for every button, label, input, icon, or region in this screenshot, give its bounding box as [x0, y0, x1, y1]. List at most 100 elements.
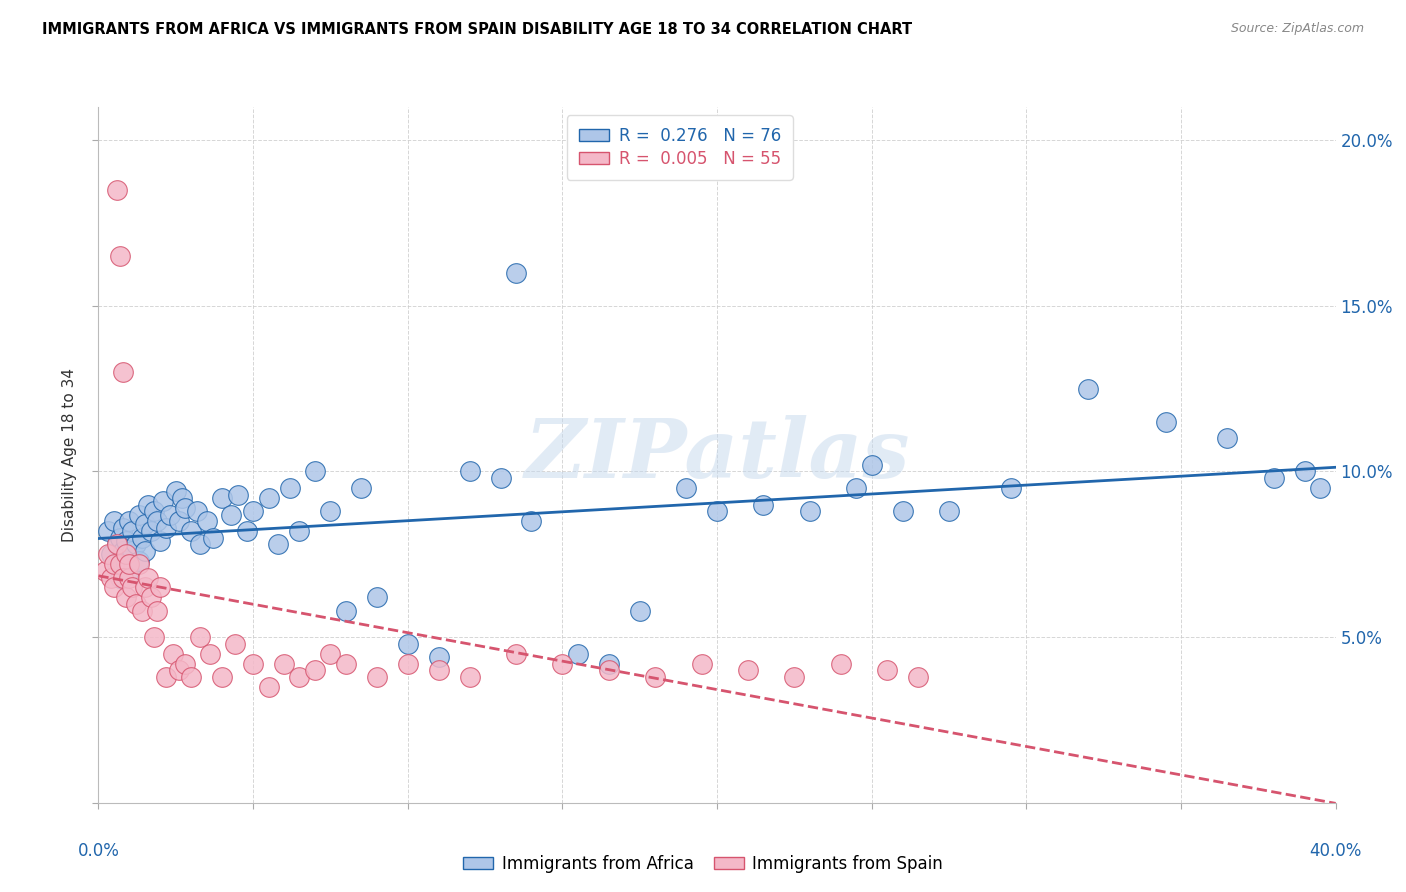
Point — [706, 504, 728, 518]
Point — [304, 465, 326, 479]
Point — [121, 581, 143, 595]
Point — [860, 458, 883, 472]
Point — [304, 663, 326, 677]
Point — [124, 597, 146, 611]
Point — [567, 647, 589, 661]
Point — [103, 558, 125, 572]
Point — [628, 604, 651, 618]
Point — [180, 670, 202, 684]
Point — [118, 558, 141, 572]
Point — [93, 564, 115, 578]
Point — [1000, 481, 1022, 495]
Point — [224, 637, 246, 651]
Point — [159, 508, 181, 522]
Point — [167, 663, 190, 677]
Point — [938, 504, 960, 518]
Point — [174, 657, 197, 671]
Point — [134, 581, 156, 595]
Point — [598, 657, 620, 671]
Point — [115, 534, 138, 549]
Point — [131, 604, 153, 618]
Point — [190, 537, 212, 551]
Point — [505, 266, 527, 280]
Point — [143, 504, 166, 518]
Point — [195, 514, 218, 528]
Point — [288, 524, 311, 538]
Point — [891, 504, 914, 518]
Point — [644, 670, 666, 684]
Point — [1216, 431, 1239, 445]
Point — [131, 531, 153, 545]
Point — [121, 544, 143, 558]
Point — [112, 544, 135, 558]
Point — [149, 534, 172, 549]
Point — [136, 570, 159, 584]
Point — [165, 484, 187, 499]
Point — [100, 570, 122, 584]
Point — [174, 500, 197, 515]
Point — [186, 504, 208, 518]
Point — [335, 604, 357, 618]
Point — [690, 657, 713, 671]
Point — [278, 481, 301, 495]
Point — [134, 544, 156, 558]
Point — [112, 570, 135, 584]
Text: Source: ZipAtlas.com: Source: ZipAtlas.com — [1230, 22, 1364, 36]
Point — [236, 524, 259, 538]
Point — [211, 491, 233, 505]
Text: 40.0%: 40.0% — [1309, 842, 1362, 860]
Point — [396, 657, 419, 671]
Point — [121, 524, 143, 538]
Point — [675, 481, 697, 495]
Point — [211, 670, 233, 684]
Point — [845, 481, 868, 495]
Point — [458, 465, 481, 479]
Point — [103, 514, 125, 528]
Point — [139, 524, 162, 538]
Point — [136, 498, 159, 512]
Point — [907, 670, 929, 684]
Point — [105, 537, 128, 551]
Point — [198, 647, 221, 661]
Point — [105, 183, 128, 197]
Point — [112, 521, 135, 535]
Point — [115, 591, 138, 605]
Point — [221, 508, 243, 522]
Point — [146, 604, 169, 618]
Point — [1309, 481, 1331, 495]
Point — [366, 670, 388, 684]
Point — [737, 663, 759, 677]
Point — [551, 657, 574, 671]
Text: ZIPatlas: ZIPatlas — [524, 415, 910, 495]
Point — [152, 494, 174, 508]
Point — [876, 663, 898, 677]
Point — [505, 647, 527, 661]
Point — [1154, 415, 1177, 429]
Point — [257, 491, 280, 505]
Point — [257, 680, 280, 694]
Point — [149, 581, 172, 595]
Point — [273, 657, 295, 671]
Point — [105, 558, 128, 572]
Point — [489, 471, 512, 485]
Legend: Immigrants from Africa, Immigrants from Spain: Immigrants from Africa, Immigrants from … — [457, 848, 949, 880]
Point — [155, 670, 177, 684]
Point — [201, 531, 224, 545]
Point — [783, 670, 806, 684]
Point — [108, 570, 131, 584]
Point — [520, 514, 543, 528]
Point — [319, 504, 342, 518]
Point — [105, 537, 128, 551]
Point — [103, 581, 125, 595]
Point — [115, 547, 138, 561]
Point — [190, 630, 212, 644]
Point — [100, 547, 122, 561]
Point — [267, 537, 290, 551]
Point — [124, 537, 146, 551]
Point — [167, 514, 190, 528]
Point — [288, 670, 311, 684]
Legend: R =  0.276   N = 76, R =  0.005   N = 55: R = 0.276 N = 76, R = 0.005 N = 55 — [567, 115, 793, 179]
Point — [799, 504, 821, 518]
Point — [143, 630, 166, 644]
Text: 0.0%: 0.0% — [77, 842, 120, 860]
